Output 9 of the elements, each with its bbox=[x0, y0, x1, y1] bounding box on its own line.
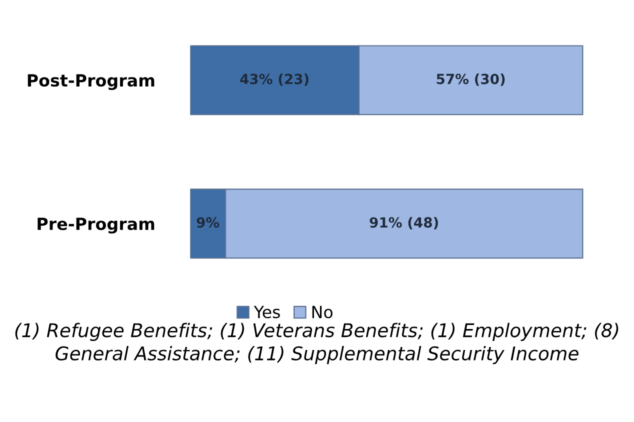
y-tick-label: Pre-Program bbox=[38, 218, 154, 234]
y-tick-label: Post-Program bbox=[28, 74, 154, 90]
data-label: 9% bbox=[196, 217, 220, 228]
text: (1) Refugee Benefits; (1) Veterans Benefits; (1) Employment; (8) General Assistance; (11) Supplemental Security Income bbox=[15, 322, 618, 364]
data-label: 91% (48) bbox=[370, 216, 438, 230]
data-label: 57% (30) bbox=[436, 73, 505, 86]
legend-label: Yes bbox=[254, 306, 280, 318]
data-label: 43% (23) bbox=[240, 73, 308, 86]
legend-label: No bbox=[312, 306, 333, 318]
